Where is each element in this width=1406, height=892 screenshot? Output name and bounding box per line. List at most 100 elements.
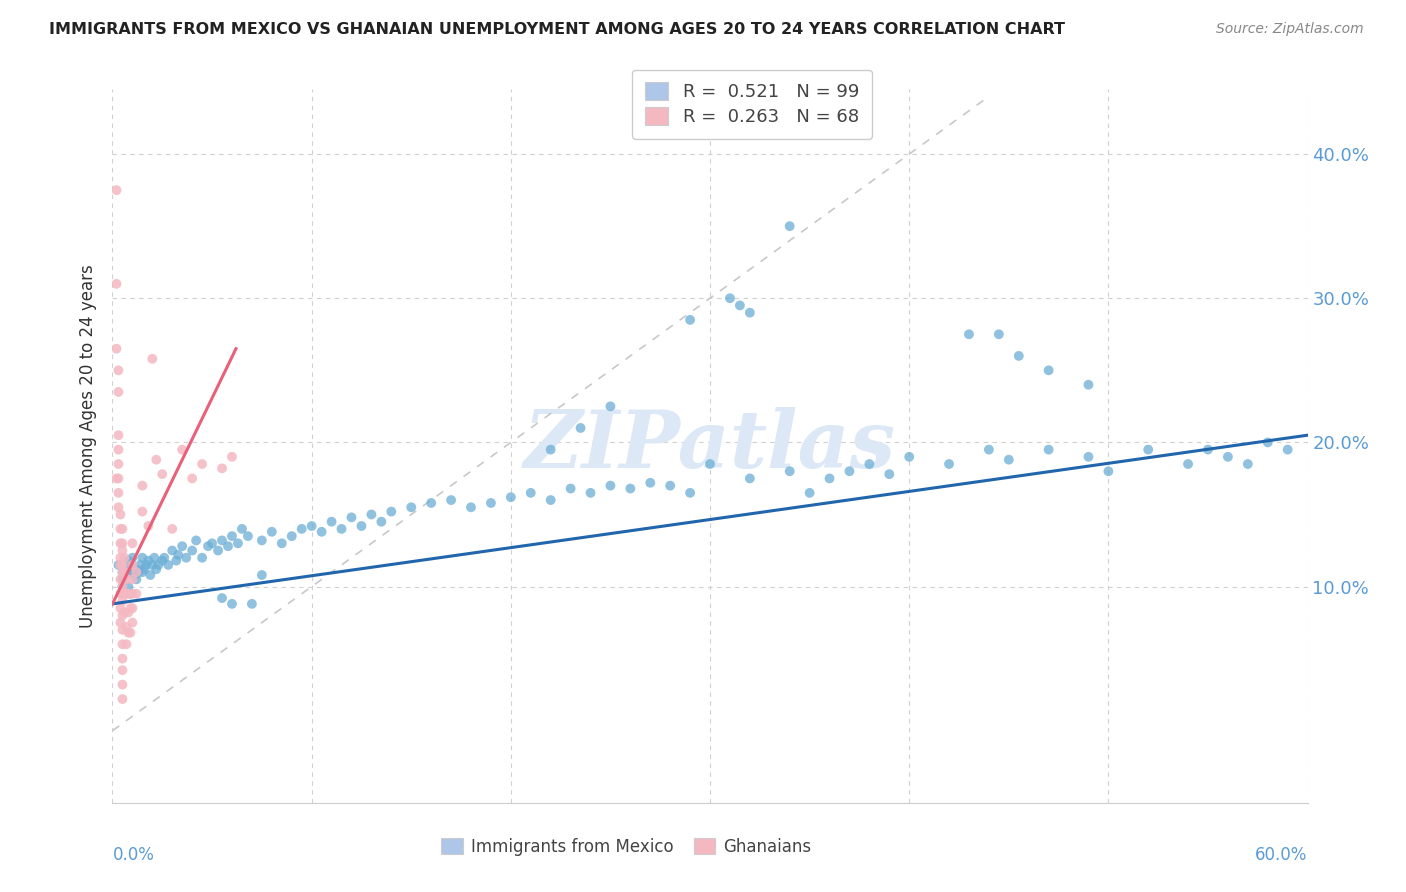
Point — [115, 572, 138, 586]
Point — [111, 580, 134, 594]
Point — [301, 519, 323, 533]
Point — [111, 651, 134, 665]
Point — [114, 568, 135, 582]
Point — [281, 529, 304, 543]
Point — [138, 553, 160, 567]
Point — [167, 548, 190, 562]
Point — [191, 457, 214, 471]
Point — [560, 482, 582, 496]
Point — [370, 515, 392, 529]
Point — [105, 342, 128, 356]
Point — [211, 591, 233, 606]
Point — [121, 601, 143, 615]
Point — [111, 677, 134, 691]
Point — [579, 486, 602, 500]
Point — [540, 442, 562, 457]
Point — [181, 471, 204, 485]
Point — [117, 587, 139, 601]
Point — [110, 536, 132, 550]
Point — [148, 558, 170, 572]
Point — [121, 550, 143, 565]
Point — [197, 539, 219, 553]
Point — [699, 457, 721, 471]
Text: ZIPatlas: ZIPatlas — [524, 408, 896, 484]
Point — [401, 500, 423, 515]
Point — [738, 306, 761, 320]
Point — [162, 543, 183, 558]
Point — [1216, 450, 1239, 464]
Point — [125, 565, 148, 579]
Point — [718, 291, 741, 305]
Point — [115, 637, 138, 651]
Legend: Immigrants from Mexico, Ghanaians: Immigrants from Mexico, Ghanaians — [434, 831, 818, 863]
Point — [111, 580, 134, 594]
Point — [141, 351, 163, 366]
Point — [157, 558, 180, 572]
Point — [115, 562, 138, 576]
Point — [240, 597, 263, 611]
Point — [131, 565, 153, 579]
Point — [138, 519, 160, 533]
Point — [110, 601, 132, 615]
Point — [799, 486, 821, 500]
Point — [114, 550, 135, 565]
Point — [818, 471, 841, 485]
Point — [191, 550, 214, 565]
Point — [121, 615, 143, 630]
Point — [145, 452, 167, 467]
Point — [211, 461, 233, 475]
Text: 60.0%: 60.0% — [1256, 846, 1308, 863]
Point — [127, 565, 149, 579]
Point — [569, 421, 592, 435]
Point — [145, 562, 167, 576]
Point — [207, 543, 229, 558]
Point — [499, 490, 522, 504]
Point — [640, 475, 662, 490]
Point — [186, 533, 208, 548]
Point — [201, 536, 224, 550]
Point — [120, 587, 142, 601]
Point — [124, 568, 146, 582]
Point — [420, 496, 443, 510]
Point — [1038, 442, 1060, 457]
Point — [779, 219, 801, 234]
Point — [107, 457, 129, 471]
Point — [129, 558, 152, 572]
Point — [117, 580, 139, 594]
Point — [150, 467, 173, 482]
Point — [172, 442, 194, 457]
Point — [221, 450, 243, 464]
Point — [679, 313, 702, 327]
Point — [117, 606, 139, 620]
Point — [1277, 442, 1299, 457]
Point — [111, 692, 134, 706]
Point — [139, 568, 162, 582]
Point — [1197, 442, 1219, 457]
Point — [105, 183, 128, 197]
Point — [107, 558, 129, 572]
Point — [131, 550, 153, 565]
Point — [107, 428, 129, 442]
Point — [340, 510, 363, 524]
Point — [110, 572, 132, 586]
Point — [111, 558, 134, 572]
Point — [121, 536, 143, 550]
Point — [879, 467, 901, 482]
Point — [181, 543, 204, 558]
Point — [150, 553, 173, 567]
Point — [107, 486, 129, 500]
Point — [977, 442, 1000, 457]
Point — [1137, 442, 1160, 457]
Point — [311, 524, 333, 539]
Point — [250, 568, 273, 582]
Point — [107, 442, 129, 457]
Point — [174, 550, 197, 565]
Point — [110, 558, 132, 572]
Point — [111, 608, 134, 623]
Point — [211, 533, 233, 548]
Point — [105, 471, 128, 485]
Point — [110, 550, 132, 565]
Point — [957, 327, 980, 342]
Point — [110, 522, 132, 536]
Point — [125, 587, 148, 601]
